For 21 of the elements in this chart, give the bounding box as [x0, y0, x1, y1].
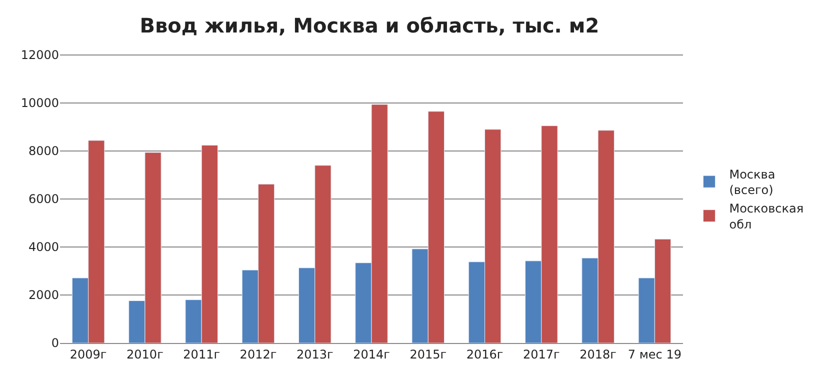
- x-tick-label: 2009г: [70, 347, 107, 362]
- x-tick-label: 2012г: [240, 347, 277, 362]
- y-tick-label: 4000: [28, 240, 59, 254]
- y-tick-label: 8000: [28, 144, 59, 158]
- y-tick-label: 2000: [28, 288, 59, 302]
- x-tick-label: 2015г: [410, 347, 447, 362]
- legend-label: Московская обл: [729, 202, 804, 232]
- x-tick-label: 2011г: [183, 347, 220, 362]
- x-tick-label: 2016г: [466, 347, 504, 362]
- legend-label: Москва (всего): [729, 167, 776, 198]
- y-tick-label: 12000: [20, 48, 59, 62]
- x-tick-label: 2017г: [522, 347, 560, 362]
- x-tick-label: 2010г: [126, 347, 164, 362]
- x-tick-label: 2018г: [580, 347, 616, 362]
- y-tick-label: 0: [51, 336, 59, 350]
- x-tick-label: 7 мес 19: [628, 347, 682, 362]
- y-tick-label: 6000: [28, 192, 59, 206]
- chart-title: Ввод жилья, Москва и область, тыс. м2: [140, 14, 600, 38]
- y-tick-label: 10000: [20, 96, 59, 110]
- x-tick-label: 2014г: [353, 347, 390, 362]
- x-tick-label: 2013г: [296, 347, 334, 362]
